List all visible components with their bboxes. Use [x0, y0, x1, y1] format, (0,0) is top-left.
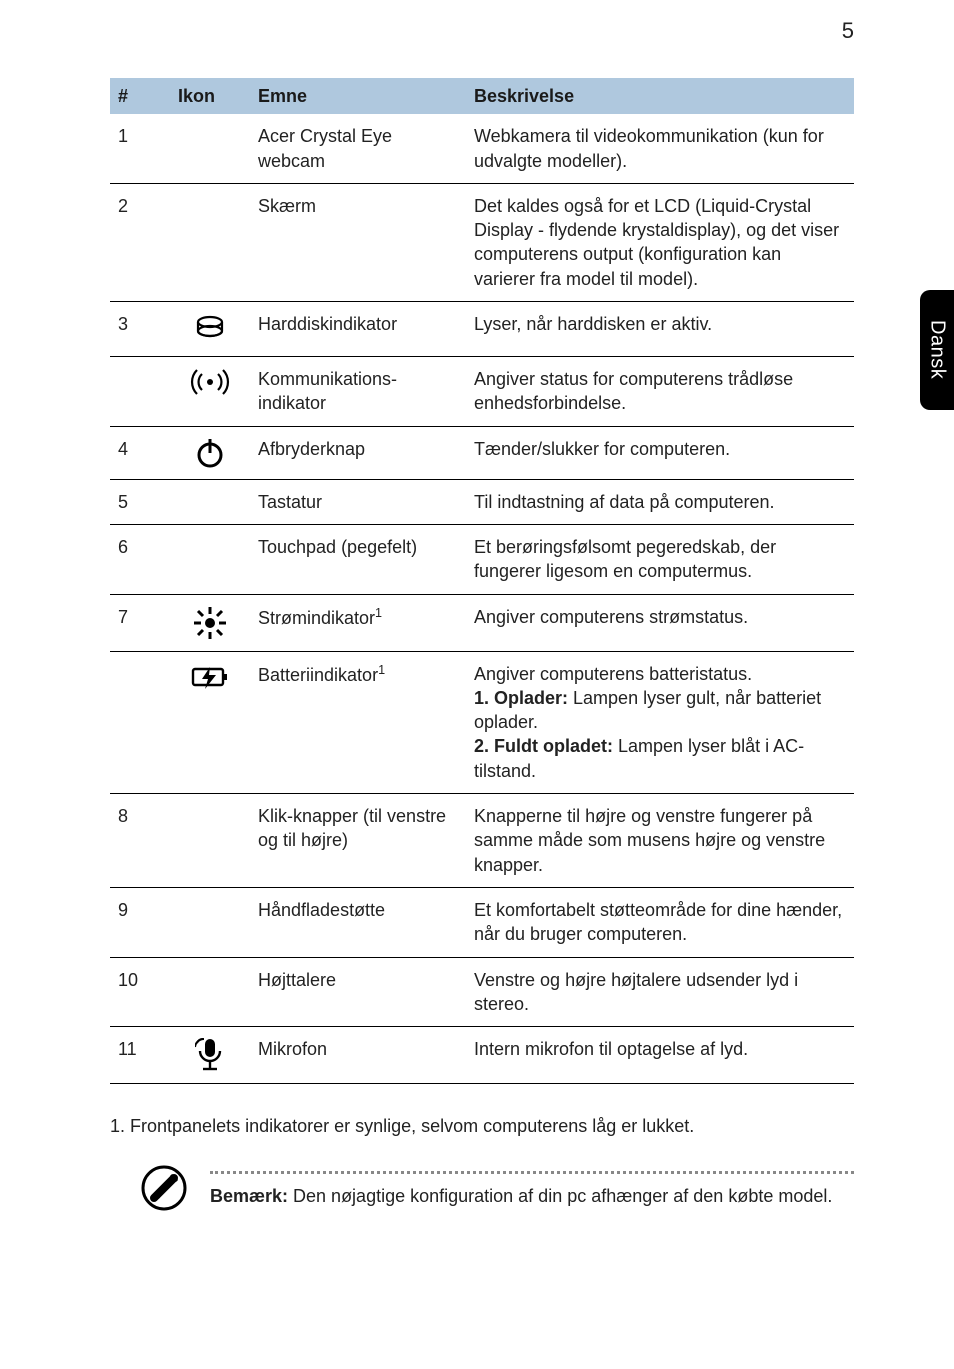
table-row: 1 Acer Crystal Eye webcam Webkamera til … [110, 114, 854, 183]
row-desc: Angiver computerens batteristatus.1. Opl… [466, 651, 854, 793]
wireless-icon [190, 367, 230, 397]
row-icon-cell [170, 183, 250, 301]
row-icon-cell [170, 524, 250, 594]
row-subject: Mikrofon [250, 1027, 466, 1084]
note-content: Den nøjagtige konfiguration af din pc af… [288, 1186, 832, 1206]
row-num: 2 [110, 183, 170, 301]
table-row: 11 Mikrofon Intern mikrofon til optagels… [110, 1027, 854, 1084]
row-subject: Touchpad (pegefelt) [250, 524, 466, 594]
row-num: 3 [110, 302, 170, 357]
row-num: 11 [110, 1027, 170, 1084]
row-desc: Intern mikrofon til optagelse af lyd. [466, 1027, 854, 1084]
row-desc: Et komfortabelt støtteområde for dine hæ… [466, 887, 854, 957]
row-num: 8 [110, 794, 170, 888]
row-icon-cell [170, 887, 250, 957]
row-num: 10 [110, 957, 170, 1027]
row-num: 7 [110, 594, 170, 651]
table-row: 8 Klik-knapper (til venstre og til højre… [110, 794, 854, 888]
row-num: 1 [110, 114, 170, 183]
th-subject: Emne [250, 78, 466, 114]
row-subject: Harddiskindikator [250, 302, 466, 357]
row-desc: Angiver status for computerens trådløse … [466, 357, 854, 427]
row-desc: Knapperne til højre og venstre fungerer … [466, 794, 854, 888]
table-row: 6 Touchpad (pegefelt) Et berøringsfølsom… [110, 524, 854, 594]
row-subject: Afbryderknap [250, 426, 466, 479]
side-tab-label: Dansk [924, 320, 951, 379]
row-icon-cell [170, 594, 250, 651]
row-desc: Tænder/slukker for computeren. [466, 426, 854, 479]
note-label: Bemærk: [210, 1186, 288, 1206]
th-num: # [110, 78, 170, 114]
table-row: 2 Skærm Det kaldes også for et LCD (Liqu… [110, 183, 854, 301]
note-text: Bemærk: Den nøjagtige konfiguration af d… [210, 1184, 854, 1208]
power-led-icon [192, 605, 228, 641]
row-desc: Venstre og højre højtalere udsender lyd … [466, 957, 854, 1027]
page: 5 Dansk # Ikon Emne Beskrivelse 1 Acer C… [0, 0, 954, 1369]
row-desc: Webkamera til videokommunikation (kun fo… [466, 114, 854, 183]
hdd-icon [193, 312, 227, 346]
table-row: 10 Højttalere Venstre og højre højtalere… [110, 957, 854, 1027]
th-desc: Beskrivelse [466, 78, 854, 114]
table-row: 9 Håndfladestøtte Et komfortabelt støtte… [110, 887, 854, 957]
row-subject: Klik-knapper (til venstre og til højre) [250, 794, 466, 888]
row-icon-cell [170, 114, 250, 183]
spec-table: # Ikon Emne Beskrivelse 1 Acer Crystal E… [110, 78, 854, 1084]
row-icon-cell [170, 357, 250, 427]
row-num: 5 [110, 479, 170, 524]
microphone-icon [195, 1037, 225, 1073]
row-subject: Strømindikator1 [250, 594, 466, 651]
row-num: 9 [110, 887, 170, 957]
row-num: 4 [110, 426, 170, 479]
th-icon: Ikon [170, 78, 250, 114]
row-desc: Til indtastning af data på computeren. [466, 479, 854, 524]
row-desc: Det kaldes også for et LCD (Liquid-Cryst… [466, 183, 854, 301]
row-desc: Et berøringsfølsomt pegeredskab, der fun… [466, 524, 854, 594]
side-tab: Dansk [920, 290, 954, 410]
row-subject: Højttalere [250, 957, 466, 1027]
note-body: Bemærk: Den nøjagtige konfiguration af d… [210, 1164, 854, 1208]
row-icon-cell [170, 1027, 250, 1084]
table-row: 5 Tastatur Til indtastning af data på co… [110, 479, 854, 524]
row-num [110, 357, 170, 427]
table-row: Batteriindikator1 Angiver computerens ba… [110, 651, 854, 793]
table-header-row: # Ikon Emne Beskrivelse [110, 78, 854, 114]
table-row: 7 [110, 594, 854, 651]
table-row: 3 Harddiskindikator Lyser, når harddiske… [110, 302, 854, 357]
row-desc: Angiver computerens strømstatus. [466, 594, 854, 651]
row-subject: Håndfladestøtte [250, 887, 466, 957]
row-icon-cell [170, 479, 250, 524]
footnote: 1. Frontpanelets indikatorer er synlige,… [110, 1114, 854, 1138]
row-icon-cell [170, 957, 250, 1027]
row-subject: Acer Crystal Eye webcam [250, 114, 466, 183]
note-dashes [210, 1164, 854, 1180]
row-num: 6 [110, 524, 170, 594]
row-subject: Skærm [250, 183, 466, 301]
row-subject: Kommunikations-indikator [250, 357, 466, 427]
row-subject: Tastatur [250, 479, 466, 524]
row-desc: Lyser, når harddisken er aktiv. [466, 302, 854, 357]
row-icon-cell [170, 302, 250, 357]
power-icon [194, 437, 226, 469]
table-row: 4 Afbryderknap Tænder/slukker for comput… [110, 426, 854, 479]
battery-icon [190, 662, 230, 692]
note-block: Bemærk: Den nøjagtige konfiguration af d… [110, 1164, 854, 1212]
table-row: Kommunikations-indikator Angiver status … [110, 357, 854, 427]
page-number: 5 [842, 16, 854, 46]
row-icon-cell [170, 794, 250, 888]
row-icon-cell [170, 651, 250, 793]
row-num [110, 651, 170, 793]
row-subject: Batteriindikator1 [250, 651, 466, 793]
note-icon [140, 1164, 188, 1212]
row-icon-cell [170, 426, 250, 479]
